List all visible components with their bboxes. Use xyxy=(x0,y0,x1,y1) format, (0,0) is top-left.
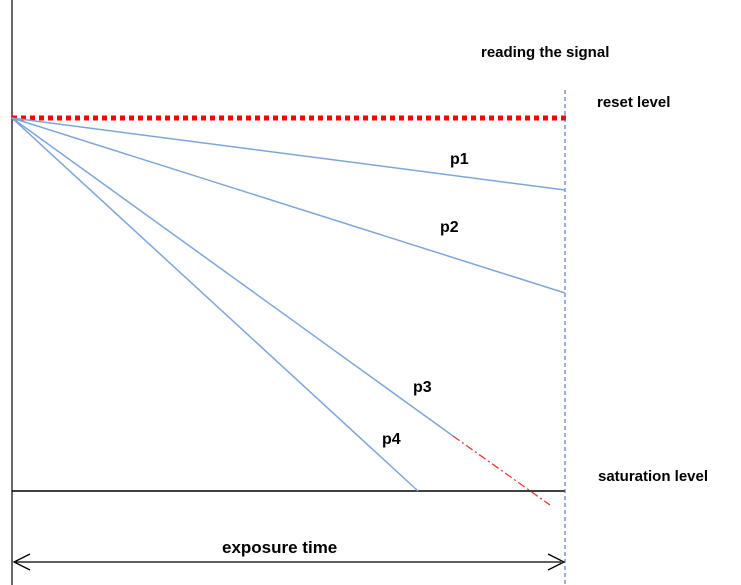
exposure-arrow-right-head xyxy=(547,553,566,571)
p1-label: p1 xyxy=(450,151,469,168)
p3-label: p3 xyxy=(413,379,432,396)
p3-line xyxy=(11,117,454,437)
p4-label: p4 xyxy=(382,431,401,448)
p2-line xyxy=(11,117,566,294)
p1-line xyxy=(11,117,566,191)
reading-signal-label: reading the signal xyxy=(481,44,609,61)
p2-label: p2 xyxy=(440,219,459,236)
p3-extrapolation xyxy=(452,435,551,506)
exposure-arrow-left-head xyxy=(12,553,31,571)
p4-line xyxy=(11,117,419,492)
exposure-time-label: exposure time xyxy=(222,538,337,557)
saturation-level-label: saturation level xyxy=(598,468,708,485)
reset-level-label: reset level xyxy=(597,94,670,111)
